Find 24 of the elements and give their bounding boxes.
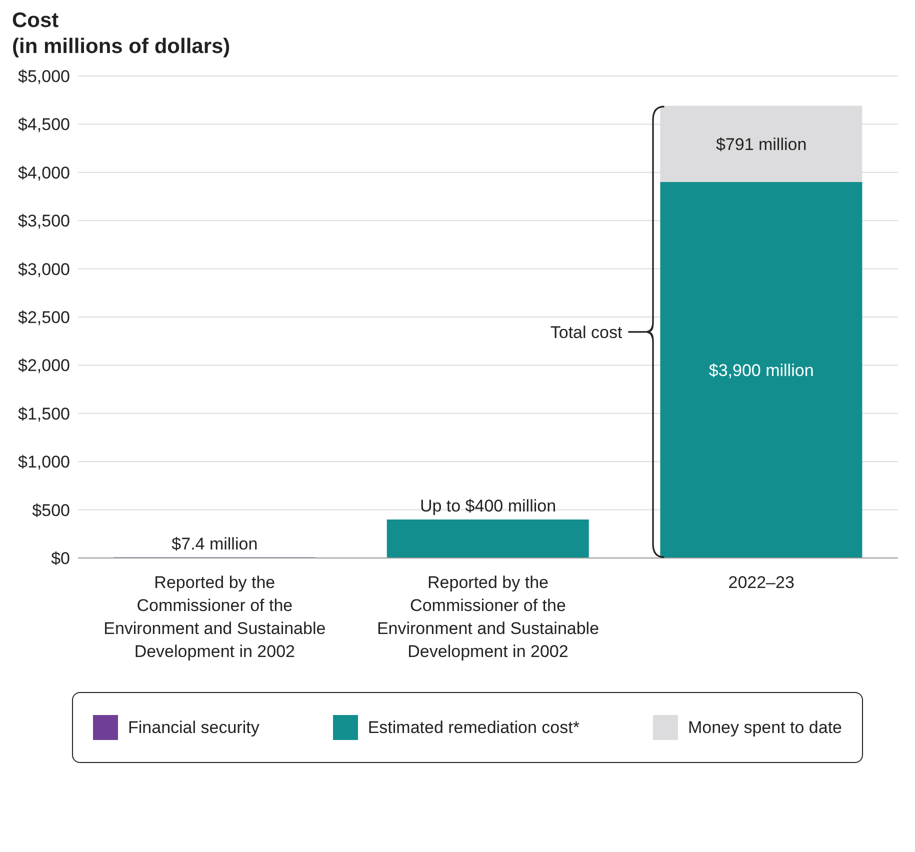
y-tick-label: $500 bbox=[32, 500, 70, 520]
y-tick-label: $0 bbox=[51, 549, 70, 568]
chart-title: Cost bbox=[12, 8, 60, 34]
x-tick-label: 2022–23 bbox=[728, 573, 794, 592]
legend-label: Estimated remediation cost* bbox=[368, 718, 580, 738]
x-tick-label: Reported by the Commissioner of the Environment and Sustainable Development in 2002 bbox=[104, 573, 326, 661]
data-label: $7.4 million bbox=[172, 534, 258, 554]
chart-subtitle: (in millions of dollars) bbox=[12, 34, 232, 60]
y-tick-label: $2,500 bbox=[18, 308, 70, 328]
y-tick-label: $5,000 bbox=[18, 67, 70, 86]
y-tick-label: $1,500 bbox=[18, 404, 70, 424]
y-tick-label: $4,000 bbox=[18, 163, 70, 182]
y-tick-label: $1,000 bbox=[18, 452, 70, 472]
y-tick-label: $4,500 bbox=[18, 115, 70, 134]
y-tick-label: $2,000 bbox=[18, 356, 70, 376]
data-label: $791 million bbox=[716, 134, 807, 154]
x-tick-label: Reported by the Commissioner of the Environment and Sustainable Development in 2002 bbox=[376, 573, 600, 661]
legend-label: Financial security bbox=[128, 718, 260, 738]
annotation: Total cost bbox=[550, 322, 622, 342]
y-tick-label: $3,000 bbox=[18, 260, 70, 279]
y-tick-label: $3,500 bbox=[18, 212, 70, 231]
data-label: $3,900 million bbox=[708, 361, 814, 380]
legend-label: Money spent to date bbox=[688, 718, 842, 738]
data-label: Up to $400 million bbox=[420, 496, 556, 516]
